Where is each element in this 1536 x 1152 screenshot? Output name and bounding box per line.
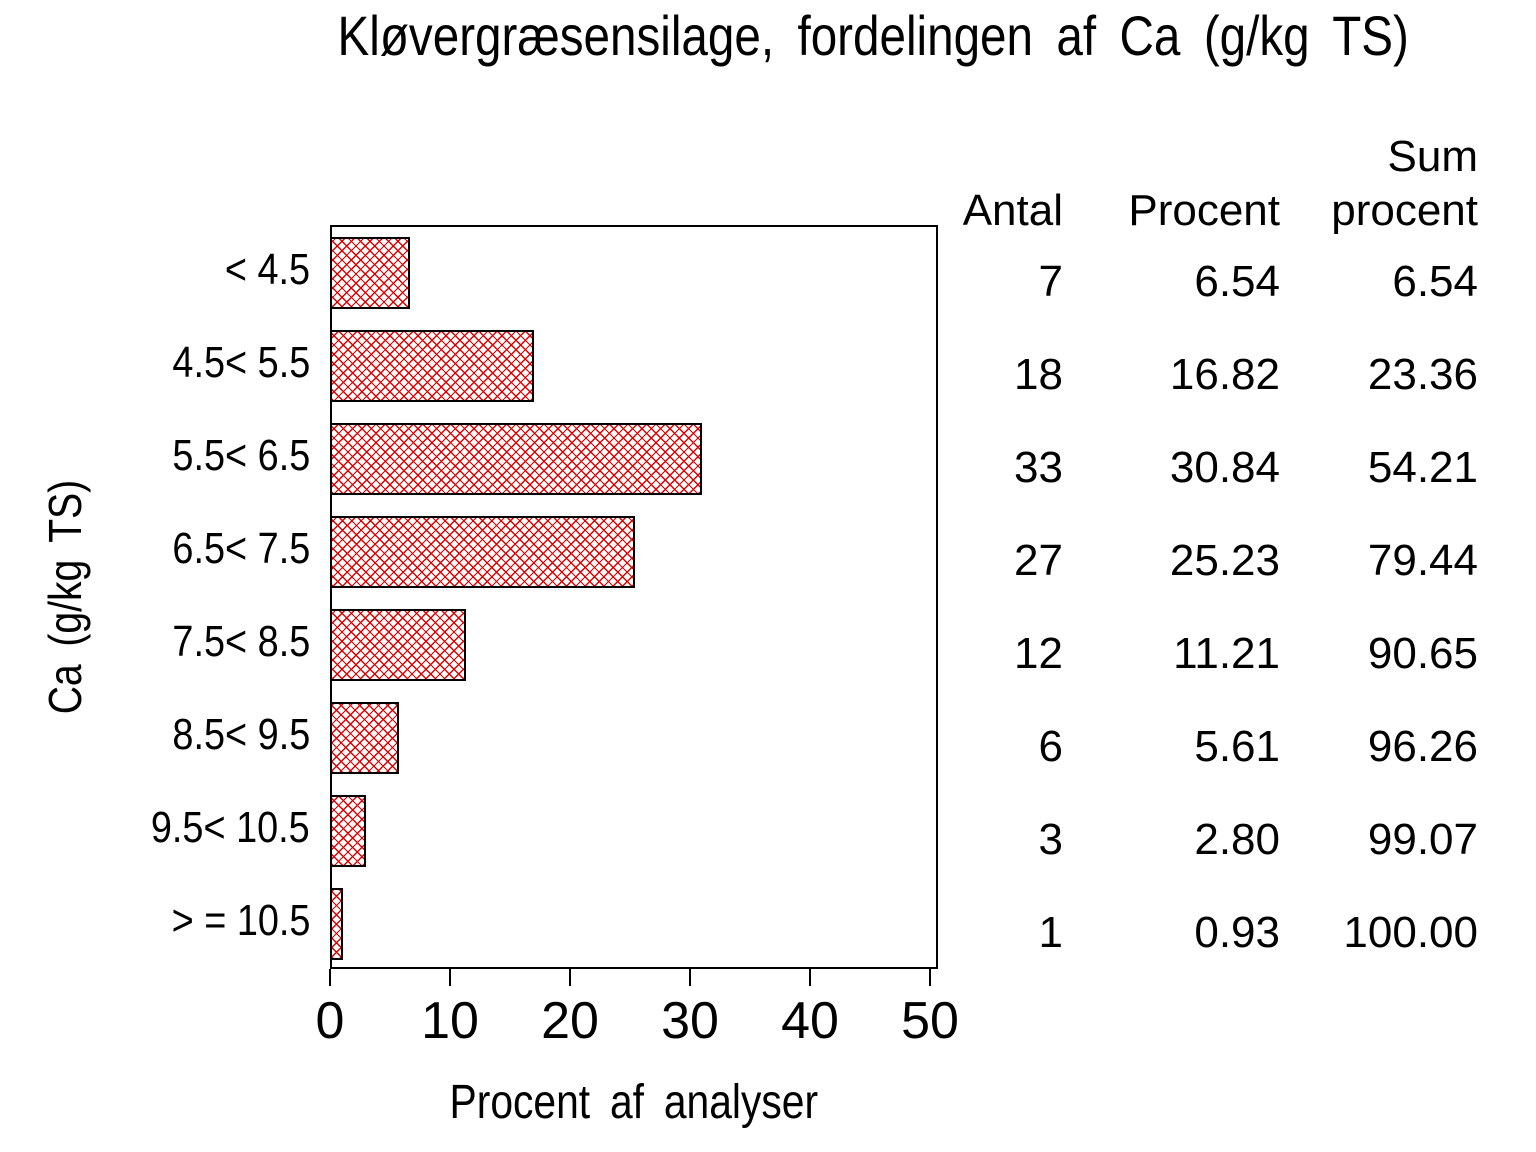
table-row-1-sum: 23.36 [1367, 350, 1478, 399]
x-tick-40 [809, 969, 811, 986]
table-row-3-procent: 25.23 [1169, 536, 1280, 585]
plot-area [330, 225, 938, 969]
table-row-7-sum: 100.00 [1343, 908, 1478, 957]
bar-> = 10.5 [332, 888, 343, 960]
table-row-7-antal: 1 [1038, 908, 1063, 957]
x-tick-label-0: 0 [315, 992, 345, 1050]
table-row-2-sum: 54.21 [1367, 443, 1478, 492]
category-label-3: 6.5< 7.5 [40, 527, 310, 571]
category-label-7: > = 10.5 [40, 899, 310, 943]
table-row-6-sum: 99.07 [1367, 815, 1478, 864]
category-label-2: 5.5< 6.5 [40, 434, 310, 478]
category-label-text: 5.5< 6.5 [172, 431, 310, 480]
chart-title: Kløvergræsensilage, fordelingen af Ca (g… [210, 6, 1536, 66]
table-row-4-sum: 90.65 [1367, 629, 1478, 678]
table-row-0-antal: 7 [1038, 257, 1063, 306]
table-row-6-procent: 2.80 [1194, 815, 1280, 864]
bar-7.5< 8.5 [332, 609, 466, 681]
category-label-text: 8.5< 9.5 [172, 710, 310, 759]
bar-5.5< 6.5 [332, 423, 702, 495]
category-label-5: 8.5< 9.5 [40, 713, 310, 757]
y-axis-label-text: Ca (g/kg TS) [39, 479, 91, 715]
table-header-antal: Antal [962, 186, 1063, 235]
x-tick-label-40: 40 [781, 992, 839, 1050]
bar-9.5< 10.5 [332, 795, 366, 867]
table-row-5-antal: 6 [1038, 722, 1063, 771]
x-tick-label-10: 10 [421, 992, 479, 1050]
category-label-1: 4.5< 5.5 [40, 341, 310, 385]
x-axis-label-text: Procent af analyser [449, 1076, 819, 1129]
table-row-3-sum: 79.44 [1367, 536, 1478, 585]
category-label-0: < 4.5 [40, 248, 310, 292]
x-tick-0 [329, 969, 331, 986]
table-row-5-procent: 5.61 [1194, 722, 1280, 771]
bar-4.5< 5.5 [332, 330, 534, 402]
category-label-6: 9.5< 10.5 [40, 806, 310, 850]
x-tick-label-50: 50 [901, 992, 959, 1050]
table-row-1-antal: 18 [1014, 350, 1063, 399]
table-row-1-procent: 16.82 [1169, 350, 1280, 399]
category-label-text: 4.5< 5.5 [172, 338, 310, 387]
table-row-7-procent: 0.93 [1194, 908, 1280, 957]
y-axis-label: Ca (g/kg TS) [39, 225, 91, 969]
table-row-2-procent: 30.84 [1169, 443, 1280, 492]
x-axis-label: Procent af analyser [134, 1078, 1134, 1128]
category-label-text: < 4.5 [224, 245, 310, 294]
category-label-text: 6.5< 7.5 [172, 524, 310, 573]
table-header-sum-line2: procent [1331, 186, 1478, 235]
x-tick-10 [449, 969, 451, 986]
x-tick-30 [689, 969, 691, 986]
x-tick-label-20: 20 [541, 992, 599, 1050]
table-row-2-antal: 33 [1014, 443, 1063, 492]
x-tick-20 [569, 969, 571, 986]
table-header-sum-line1: Sum [1387, 132, 1478, 181]
x-tick-label-30: 30 [661, 992, 719, 1050]
table-row-0-procent: 6.54 [1194, 257, 1280, 306]
table-row-0-sum: 6.54 [1392, 257, 1478, 306]
table-row-5-sum: 96.26 [1367, 722, 1478, 771]
table-row-4-procent: 11.21 [1173, 629, 1280, 678]
category-label-text: 9.5< 10.5 [151, 803, 310, 852]
chart-title-text: Kløvergræsensilage, fordelingen af Ca (g… [337, 4, 1409, 67]
table-row-6-antal: 3 [1038, 815, 1063, 864]
bar-< 4.5 [332, 237, 410, 309]
category-label-text: 7.5< 8.5 [172, 617, 310, 666]
category-label-text: > = 10.5 [171, 896, 310, 945]
bar-8.5< 9.5 [332, 702, 399, 774]
table-header-procent: Procent [1128, 186, 1280, 235]
x-tick-50 [929, 969, 931, 986]
category-label-4: 7.5< 8.5 [40, 620, 310, 664]
bar-6.5< 7.5 [332, 516, 635, 588]
table-row-3-antal: 27 [1014, 536, 1063, 585]
table-row-4-antal: 12 [1014, 629, 1063, 678]
